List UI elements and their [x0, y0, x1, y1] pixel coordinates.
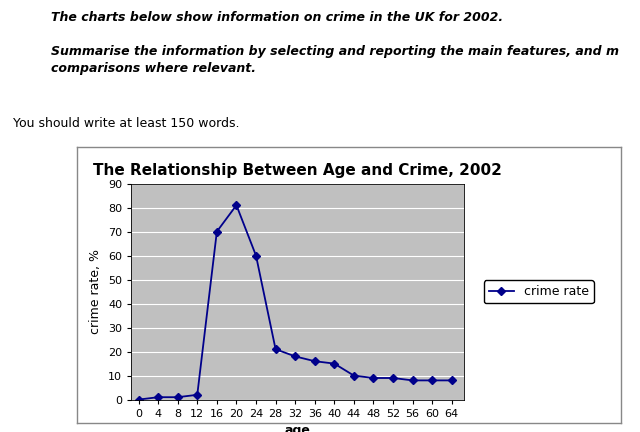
Title: The Relationship Between Age and Crime, 2002: The Relationship Between Age and Crime, … — [93, 163, 502, 178]
Legend: crime rate: crime rate — [484, 280, 593, 303]
Y-axis label: crime rate, %: crime rate, % — [90, 249, 102, 334]
Text: You should write at least 150 words.: You should write at least 150 words. — [13, 117, 239, 130]
Text: Summarise the information by selecting and reporting the main features, and m
co: Summarise the information by selecting a… — [51, 45, 620, 75]
X-axis label: age: age — [285, 424, 310, 432]
Text: The charts below show information on crime in the UK for 2002.: The charts below show information on cri… — [51, 11, 503, 24]
